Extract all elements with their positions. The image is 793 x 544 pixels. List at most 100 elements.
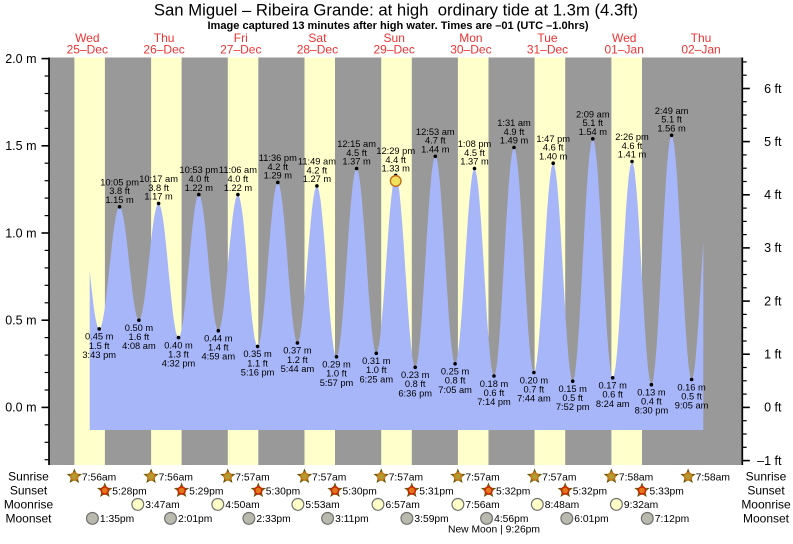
svg-text:Sunrise: Sunrise xyxy=(8,469,49,483)
svg-text:1.22 m: 1.22 m xyxy=(224,183,253,193)
svg-text:1.15 m: 1.15 m xyxy=(105,195,134,205)
svg-text:1.2 ft: 1.2 ft xyxy=(287,355,308,365)
svg-text:1.41 m: 1.41 m xyxy=(618,150,647,160)
svg-text:Moonrise: Moonrise xyxy=(4,497,54,511)
svg-text:29–Dec: 29–Dec xyxy=(374,42,415,56)
svg-text:5:30pm: 5:30pm xyxy=(343,486,377,497)
svg-text:1.44 m: 1.44 m xyxy=(421,145,450,155)
svg-text:0.6 ft: 0.6 ft xyxy=(602,390,623,400)
svg-text:1.37 m: 1.37 m xyxy=(460,157,489,167)
svg-text:Sat: Sat xyxy=(308,31,327,45)
svg-text:1.4 ft: 1.4 ft xyxy=(208,343,229,353)
svg-text:5:28pm: 5:28pm xyxy=(112,486,146,497)
svg-text:Tue: Tue xyxy=(537,31,558,45)
svg-text:Thu: Thu xyxy=(154,31,175,45)
svg-text:0.40 m: 0.40 m xyxy=(164,340,193,350)
svg-text:8:48am: 8:48am xyxy=(545,500,579,511)
svg-text:1.22 m: 1.22 m xyxy=(185,183,214,193)
svg-text:4.4 ft: 4.4 ft xyxy=(385,155,406,165)
svg-text:8:30 pm: 8:30 pm xyxy=(635,406,669,416)
svg-text:Wed: Wed xyxy=(75,31,99,45)
svg-text:5:30pm: 5:30pm xyxy=(266,486,300,497)
svg-text:12:29 pm: 12:29 pm xyxy=(376,146,415,156)
svg-text:0.16 m: 0.16 m xyxy=(677,382,706,392)
svg-text:1:31 am: 1:31 am xyxy=(497,118,531,128)
svg-text:1.0 m: 1.0 m xyxy=(5,226,36,240)
svg-text:3.8 ft: 3.8 ft xyxy=(109,186,130,196)
svg-text:0.17 m: 0.17 m xyxy=(598,381,627,391)
svg-text:2:01pm: 2:01pm xyxy=(178,514,212,525)
svg-text:0.8 ft: 0.8 ft xyxy=(445,376,466,386)
svg-text:5:31pm: 5:31pm xyxy=(419,486,453,497)
svg-text:1.6 ft: 1.6 ft xyxy=(129,332,150,342)
svg-text:25–Dec: 25–Dec xyxy=(67,42,108,56)
svg-text:0.31 m: 0.31 m xyxy=(362,356,391,366)
svg-text:1:47 pm: 1:47 pm xyxy=(536,134,570,144)
svg-text:7:57am: 7:57am xyxy=(235,472,269,483)
svg-text:New Moon | 9:26pm: New Moon | 9:26pm xyxy=(448,525,540,536)
svg-text:8:24 am: 8:24 am xyxy=(596,399,630,409)
svg-text:4:32 pm: 4:32 pm xyxy=(162,359,196,369)
svg-text:28–Dec: 28–Dec xyxy=(297,42,338,56)
svg-text:31–Dec: 31–Dec xyxy=(527,42,568,56)
svg-text:2.0 m: 2.0 m xyxy=(5,52,36,66)
svg-text:4.5 ft: 4.5 ft xyxy=(464,148,485,158)
svg-text:0.4 ft: 0.4 ft xyxy=(641,397,662,407)
svg-text:6:25 am: 6:25 am xyxy=(360,374,394,384)
svg-text:5:16 pm: 5:16 pm xyxy=(241,367,275,377)
svg-text:5:44 am: 5:44 am xyxy=(281,364,315,374)
svg-text:5:33pm: 5:33pm xyxy=(650,486,684,497)
svg-text:26–Dec: 26–Dec xyxy=(143,42,184,56)
svg-text:5:53am: 5:53am xyxy=(305,500,339,511)
svg-text:3:43 pm: 3:43 pm xyxy=(82,350,116,360)
svg-text:9:05 am: 9:05 am xyxy=(675,401,709,411)
svg-text:4:59 am: 4:59 am xyxy=(202,352,236,362)
svg-text:Thu: Thu xyxy=(691,31,712,45)
svg-text:0.5 ft: 0.5 ft xyxy=(562,393,583,403)
svg-text:4:56pm: 4:56pm xyxy=(494,514,528,525)
svg-text:10:17 am: 10:17 am xyxy=(139,174,178,184)
svg-text:Image captured 13 minutes afte: Image captured 13 minutes after high wat… xyxy=(207,20,588,32)
svg-text:1.27 m: 1.27 m xyxy=(303,174,332,184)
svg-text:1.56 m: 1.56 m xyxy=(657,124,686,134)
svg-text:Sunset: Sunset xyxy=(10,483,48,497)
svg-text:1:35pm: 1:35pm xyxy=(100,514,134,525)
svg-text:1.54 m: 1.54 m xyxy=(579,127,608,137)
svg-text:Wed: Wed xyxy=(612,31,636,45)
svg-text:7:56am: 7:56am xyxy=(465,500,499,511)
svg-text:Moonset: Moonset xyxy=(743,511,790,525)
svg-text:0.6 ft: 0.6 ft xyxy=(484,388,505,398)
svg-text:4.2 ft: 4.2 ft xyxy=(307,165,328,175)
svg-text:2:26 pm: 2:26 pm xyxy=(615,132,649,142)
svg-text:1.1 ft: 1.1 ft xyxy=(247,358,268,368)
svg-text:5.1 ft: 5.1 ft xyxy=(582,118,603,128)
svg-text:Mon: Mon xyxy=(459,31,482,45)
svg-text:2:49 am: 2:49 am xyxy=(655,106,689,116)
svg-text:7:57am: 7:57am xyxy=(542,472,576,483)
svg-text:4:08 am: 4:08 am xyxy=(122,341,156,351)
svg-text:–1 ft: –1 ft xyxy=(757,454,782,468)
svg-text:4.0 ft: 4.0 ft xyxy=(228,174,249,184)
svg-text:7:05 am: 7:05 am xyxy=(438,385,472,395)
svg-text:5.1 ft: 5.1 ft xyxy=(661,115,682,125)
svg-text:11:49 am: 11:49 am xyxy=(298,157,336,167)
svg-text:1 ft: 1 ft xyxy=(764,348,782,362)
svg-text:3:11pm: 3:11pm xyxy=(335,514,369,525)
svg-text:12:15 am: 12:15 am xyxy=(337,139,376,149)
svg-text:4.0 ft: 4.0 ft xyxy=(188,174,209,184)
svg-text:1.5 m: 1.5 m xyxy=(5,139,36,153)
svg-text:4 ft: 4 ft xyxy=(764,188,782,202)
svg-text:0.44 m: 0.44 m xyxy=(204,334,233,344)
svg-text:7:57am: 7:57am xyxy=(465,472,499,483)
svg-text:5:32pm: 5:32pm xyxy=(496,486,530,497)
svg-text:7:58am: 7:58am xyxy=(619,472,653,483)
svg-text:0.8 ft: 0.8 ft xyxy=(405,379,426,389)
svg-text:1.0 ft: 1.0 ft xyxy=(366,365,387,375)
svg-text:12:53 am: 12:53 am xyxy=(416,127,455,137)
svg-text:0.0 m: 0.0 m xyxy=(5,401,36,415)
svg-text:4.6 ft: 4.6 ft xyxy=(543,143,564,153)
svg-text:6 ft: 6 ft xyxy=(764,82,782,96)
svg-text:0.18 m: 0.18 m xyxy=(480,379,509,389)
svg-text:02–Jan: 02–Jan xyxy=(681,42,720,56)
svg-text:2 ft: 2 ft xyxy=(764,294,782,308)
